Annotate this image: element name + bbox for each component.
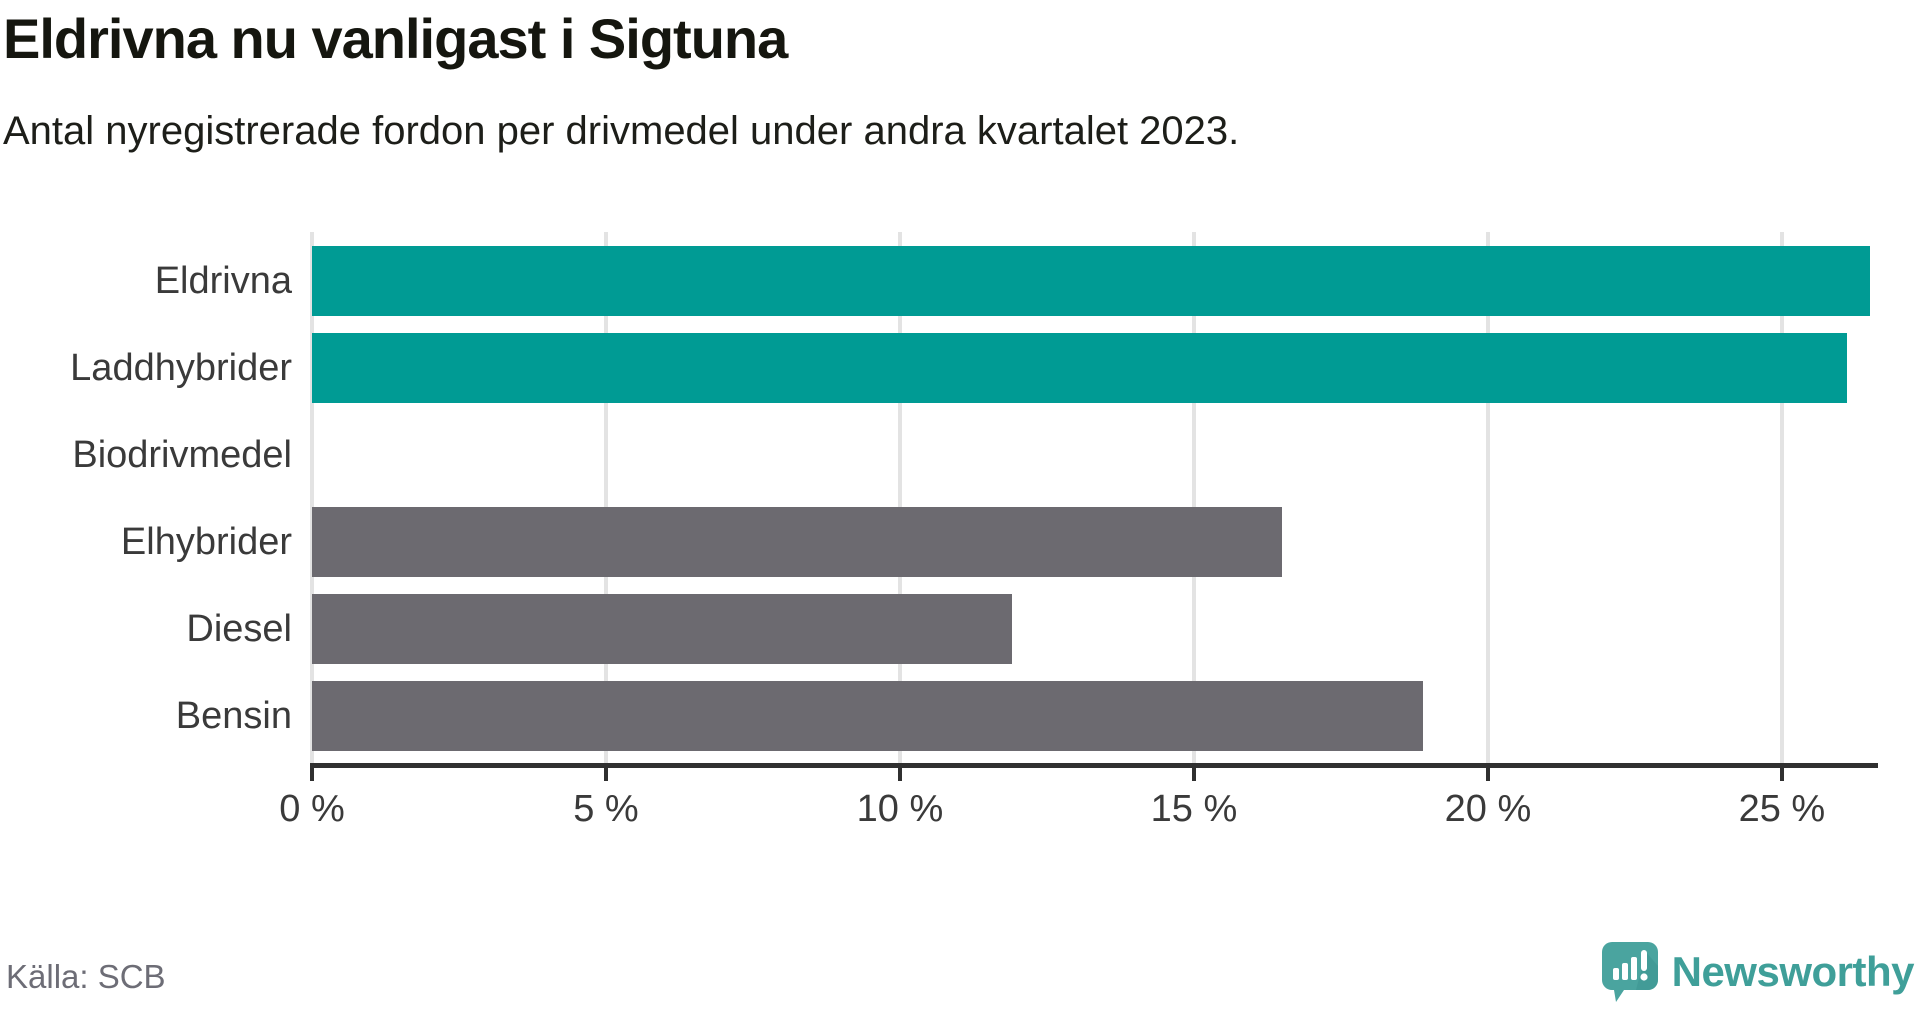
gridline-0 [310, 232, 314, 763]
bar-eldrivna [312, 246, 1871, 316]
category-label-diesel: Diesel [186, 608, 292, 650]
x-tick-label-10: 10 % [856, 788, 944, 830]
gridline-15 [1191, 232, 1196, 763]
bar-bensin [312, 681, 1424, 751]
x-tick-label-25: 25 % [1738, 788, 1826, 830]
chart-header: Eldrivna nu vanligast i Sigtuna Antal ny… [3, 0, 1903, 154]
chart-footer: Källa: SCB Newsworthy [0, 940, 1920, 1010]
category-label-eldrivna: Eldrivna [154, 260, 292, 302]
category-label-elhybrider: Elhybrider [120, 521, 292, 563]
plot-area: Eldrivna Laddhybrider Biodrivmedel Elhybrid… [70, 232, 1878, 830]
x-tick-25 [1779, 766, 1784, 781]
gridline-20 [1485, 232, 1490, 763]
bar-elhybrider [312, 507, 1283, 577]
x-tick-label-5: 5 % [573, 788, 639, 830]
bar-laddhybrider [312, 333, 1847, 403]
x-axis-line [310, 763, 1878, 768]
x-tick-5 [603, 766, 608, 781]
gridline-5 [603, 232, 608, 763]
gridline-10 [897, 232, 902, 763]
x-tick-0 [310, 766, 314, 781]
category-label-biodrivmedel: Biodrivmedel [72, 434, 292, 476]
newsworthy-speech-bubble-icon [1601, 942, 1658, 1002]
brand-name: Newsworthy [1671, 948, 1915, 995]
x-tick-label-20: 20 % [1444, 788, 1532, 830]
bar-diesel [312, 594, 1012, 664]
chart-subtitle: Antal nyregistrerade fordon per drivmede… [3, 109, 1240, 153]
category-label-laddhybrider: Laddhybrider [70, 347, 292, 389]
category-label-bensin: Bensin [175, 695, 292, 737]
gridline-25 [1779, 232, 1784, 763]
brand-logo: Newsworthy [1601, 942, 1915, 1002]
x-tick-20 [1485, 766, 1490, 781]
page-title: Eldrivna nu vanligast i Sigtuna [3, 7, 788, 70]
source-note: Källa: SCB [6, 958, 166, 995]
x-tick-15 [1191, 766, 1196, 781]
x-tick-label-15: 15 % [1150, 788, 1238, 830]
x-tick-label-0: 0 % [279, 788, 345, 830]
x-tick-10 [897, 766, 902, 781]
